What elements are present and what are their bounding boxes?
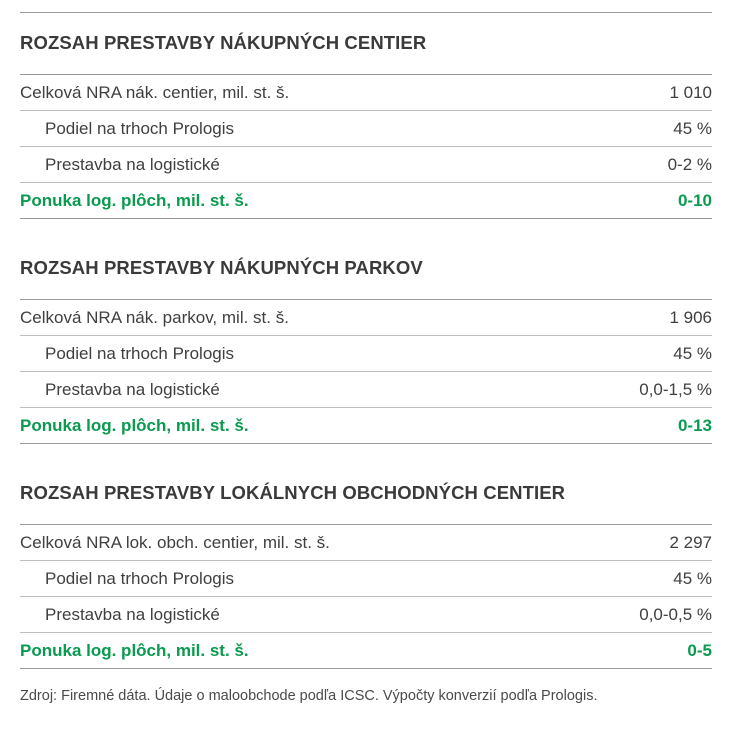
section-title: ROZSAH PRESTAVBY NÁKUPNÝCH PARKOV: [20, 257, 423, 278]
total-row: Ponuka log. plôch, mil. st. š. 0-10: [20, 183, 712, 219]
row-value: 45 %: [673, 343, 712, 363]
row-label: Prestavba na logistické: [45, 154, 220, 174]
document-page: ROZSAH PRESTAVBY NÁKUPNÝCH CENTIER Celko…: [20, 0, 712, 704]
row-label: Celková NRA lok. obch. centier, mil. st.…: [20, 532, 330, 552]
row-value: 1 906: [669, 307, 712, 327]
table-row: Podiel na trhoch Prologis 45 %: [20, 336, 712, 372]
table-row: Prestavba na logistické 0,0-0,5 %: [20, 597, 712, 633]
section-table: Celková NRA nák. centier, mil. st. š. 1 …: [20, 74, 712, 219]
table-row: Celková NRA nák. centier, mil. st. š. 1 …: [20, 75, 712, 111]
total-label: Ponuka log. plôch, mil. st. š.: [20, 190, 249, 210]
row-value: 45 %: [673, 568, 712, 588]
total-label: Ponuka log. plôch, mil. st. š.: [20, 640, 249, 660]
row-label: Celková NRA nák. centier, mil. st. š.: [20, 82, 290, 102]
row-value: 0-2 %: [667, 154, 712, 174]
total-label: Ponuka log. plôch, mil. st. š.: [20, 415, 249, 435]
section-title: ROZSAH PRESTAVBY LOKÁLNYCH OBCHODNÝCH CE…: [20, 482, 566, 503]
row-value: 45 %: [673, 118, 712, 138]
row-value: 0,0-1,5 %: [639, 379, 712, 399]
top-divider: [20, 12, 712, 13]
row-value: 0,0-0,5 %: [639, 604, 712, 624]
section-retail-parks: ROZSAH PRESTAVBY NÁKUPNÝCH PARKOV Celkov…: [20, 254, 712, 444]
section-table: Celková NRA lok. obch. centier, mil. st.…: [20, 524, 712, 669]
source-note: Zdroj: Firemné dáta. Údaje o maloobchode…: [20, 688, 598, 704]
section-local-shopping-centers: ROZSAH PRESTAVBY LOKÁLNYCH OBCHODNÝCH CE…: [20, 479, 712, 669]
table-row: Podiel na trhoch Prologis 45 %: [20, 561, 712, 597]
table-row: Celková NRA nák. parkov, mil. st. š. 1 9…: [20, 300, 712, 336]
row-label: Podiel na trhoch Prologis: [45, 118, 235, 138]
total-value: 0-5: [687, 640, 712, 660]
section-table: Celková NRA nák. parkov, mil. st. š. 1 9…: [20, 299, 712, 444]
row-label: Podiel na trhoch Prologis: [45, 568, 235, 588]
table-row: Podiel na trhoch Prologis 45 %: [20, 111, 712, 147]
section-shopping-centers: ROZSAH PRESTAVBY NÁKUPNÝCH CENTIER Celko…: [20, 29, 712, 219]
table-row: Prestavba na logistické 0,0-1,5 %: [20, 372, 712, 408]
row-label: Celková NRA nák. parkov, mil. st. š.: [20, 307, 289, 327]
section-title: ROZSAH PRESTAVBY NÁKUPNÝCH CENTIER: [20, 32, 427, 53]
row-value: 1 010: [669, 82, 712, 102]
row-value: 2 297: [669, 532, 712, 552]
table-row: Prestavba na logistické 0-2 %: [20, 147, 712, 183]
row-label: Podiel na trhoch Prologis: [45, 343, 235, 363]
total-row: Ponuka log. plôch, mil. st. š. 0-5: [20, 633, 712, 669]
total-row: Ponuka log. plôch, mil. st. š. 0-13: [20, 408, 712, 444]
total-value: 0-13: [677, 415, 712, 435]
row-label: Prestavba na logistické: [45, 379, 220, 399]
table-row: Celková NRA lok. obch. centier, mil. st.…: [20, 525, 712, 561]
total-value: 0-10: [677, 190, 712, 210]
row-label: Prestavba na logistické: [45, 604, 220, 624]
